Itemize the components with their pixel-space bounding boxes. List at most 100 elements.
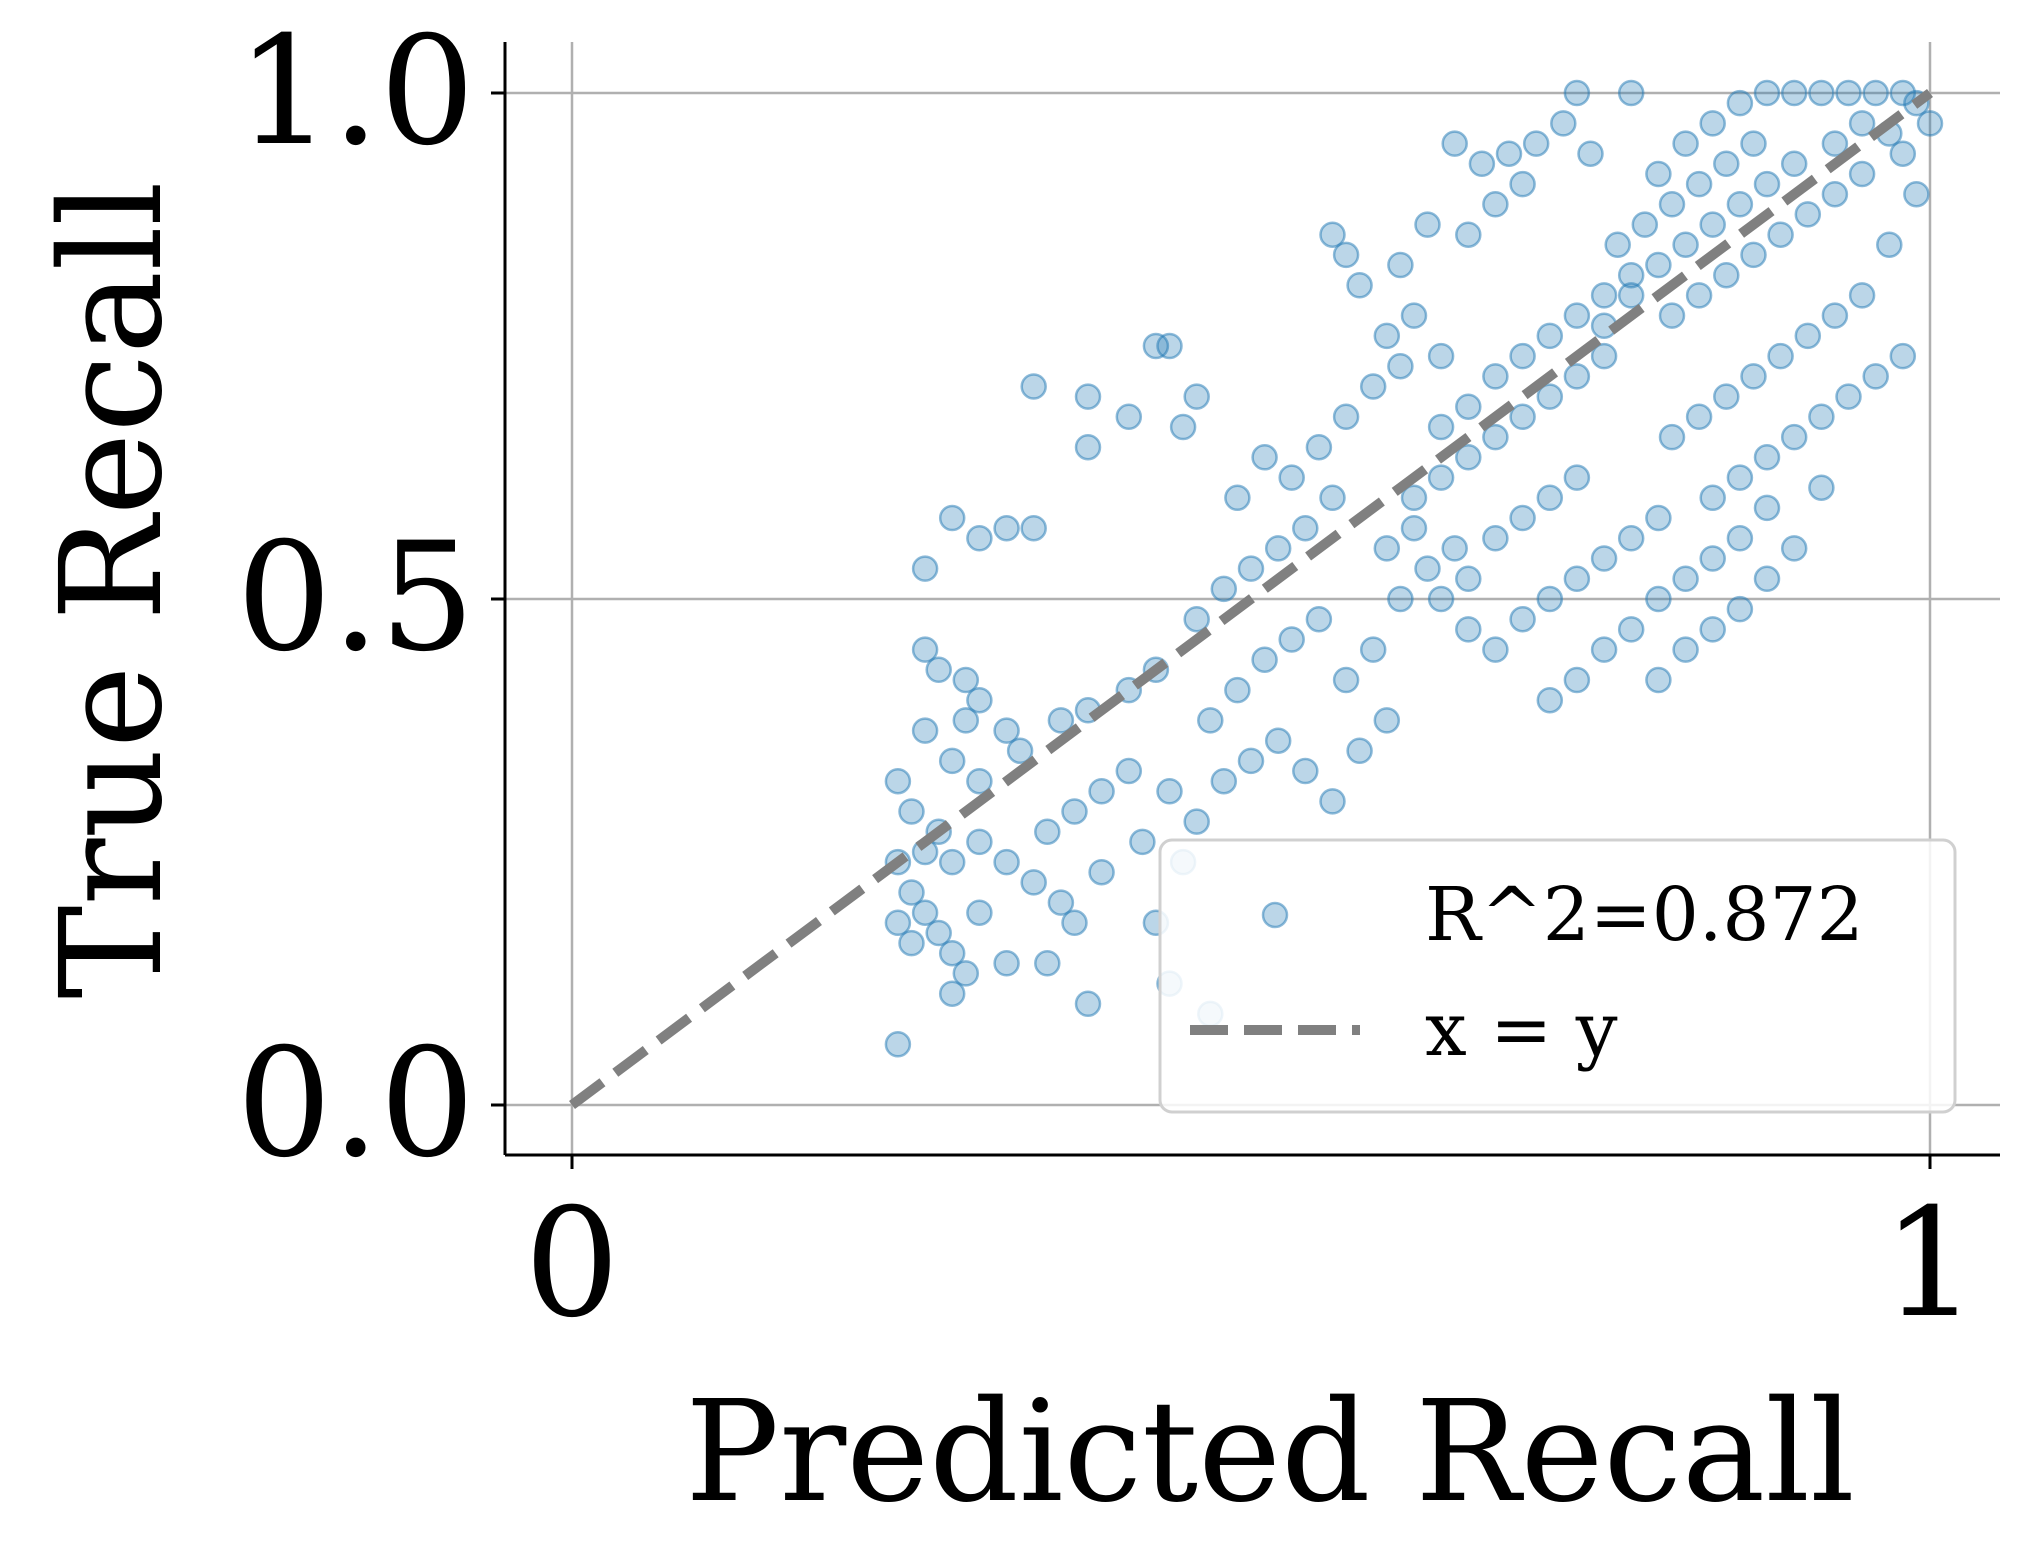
scatter-point	[1373, 322, 1401, 350]
scatter-point	[1889, 79, 1917, 107]
scatter-point	[1536, 484, 1564, 512]
scatter-point	[1142, 332, 1170, 360]
scatter-point	[1482, 191, 1509, 218]
scatter-point	[1482, 363, 1509, 390]
scatter-point	[1685, 403, 1713, 431]
scatter-point	[1074, 383, 1102, 410]
scatter-point	[1563, 565, 1591, 593]
scatter-point	[1074, 990, 1102, 1018]
scatter-point	[1835, 383, 1862, 410]
scatter-point	[1726, 464, 1754, 491]
scatter-point	[1645, 585, 1672, 613]
scatter-point	[1047, 889, 1075, 916]
scatter-point	[1699, 545, 1726, 572]
scatter-point	[1699, 211, 1726, 238]
scatter-point	[952, 960, 980, 987]
scatter-point	[1319, 484, 1346, 512]
scatter-point	[1740, 130, 1767, 157]
scatter-point	[1387, 352, 1414, 380]
scatter-point	[966, 686, 993, 714]
scatter-point	[1726, 89, 1754, 117]
scatter-point	[1482, 636, 1509, 663]
scatter-point	[1455, 565, 1482, 593]
scatter-point	[1495, 140, 1523, 167]
scatter-point	[1264, 727, 1292, 754]
x-tick-label-0: 0	[524, 1177, 619, 1351]
scatter-point	[1780, 423, 1808, 451]
scatter-point	[925, 656, 952, 684]
scatter-point	[1889, 140, 1917, 167]
scatter-point	[1020, 869, 1047, 896]
legend: R^2=0.872 x = y	[1158, 838, 1957, 1114]
scatter-point	[1794, 322, 1822, 350]
scatter-point	[1862, 363, 1889, 390]
scatter-point	[1509, 170, 1536, 198]
legend-label-line: x = y	[1425, 987, 1618, 1073]
scatter-point	[898, 929, 925, 957]
scatter-point	[1319, 788, 1346, 815]
scatter-point	[1156, 778, 1183, 805]
scatter-point	[1509, 342, 1536, 370]
scatter-point	[1536, 383, 1564, 410]
scatter-point	[1264, 535, 1292, 562]
scatter-point	[1699, 110, 1726, 137]
scatter-point	[1427, 413, 1455, 441]
scatter-point	[966, 767, 993, 795]
scatter-point	[1753, 494, 1781, 522]
scatter-point	[1088, 858, 1115, 886]
y-tick-label-1: 0.5	[236, 511, 475, 685]
scatter-point	[1210, 575, 1238, 603]
scatter-point	[1400, 514, 1428, 542]
scatter-point	[1753, 79, 1781, 107]
scatter-point	[1292, 757, 1319, 785]
reference-line-x-equals-y	[569, 88, 1933, 1110]
scatter-point	[1631, 211, 1659, 238]
scatter-point	[1224, 676, 1251, 704]
tick-labels: 0.0 0.5 1.0 0 1	[236, 5, 1977, 1351]
scatter-point	[1835, 79, 1862, 107]
scatter-point	[1169, 413, 1197, 441]
scatter-point	[1441, 130, 1468, 157]
y-axis-title: True Recall	[31, 181, 194, 999]
scatter-point	[1821, 180, 1849, 208]
scatter-point	[1455, 221, 1482, 248]
scatter-point	[1713, 150, 1740, 178]
scatter-point	[1536, 585, 1564, 613]
scatter-point	[938, 939, 966, 967]
legend-label-scatter: R^2=0.872	[1425, 872, 1864, 958]
scatter-point	[993, 514, 1020, 542]
scatter-point	[1522, 130, 1550, 157]
scatter-point	[1808, 474, 1835, 501]
scatter-point	[1332, 241, 1360, 269]
scatter-point	[898, 798, 925, 825]
scatter-point	[1251, 444, 1278, 471]
scatter-point	[1237, 747, 1265, 775]
scatter-point	[1061, 798, 1088, 825]
scatter-point	[911, 899, 939, 926]
scatter-point	[1645, 160, 1672, 188]
scatter-point	[938, 980, 966, 1007]
scatter-point	[1794, 201, 1822, 228]
scatter-point	[966, 828, 993, 856]
scatter-point	[1115, 757, 1143, 785]
x-axis-title: Predicted Recall	[685, 1371, 1855, 1534]
scatter-point	[1645, 251, 1672, 279]
scatter-point	[1726, 191, 1754, 218]
scatter-point	[1753, 170, 1781, 198]
scatter-point	[1332, 403, 1360, 431]
legend-scatter-marker	[1261, 901, 1289, 929]
scatter-point	[1251, 646, 1278, 673]
scatter-point	[925, 919, 952, 947]
scatter-point	[884, 1031, 912, 1058]
scatter-point	[1617, 525, 1645, 552]
scatter-point	[1156, 332, 1183, 360]
scatter-point	[1346, 272, 1373, 299]
scatter-point	[1387, 251, 1414, 279]
scatter-point	[1590, 636, 1618, 663]
scatter-point	[1590, 545, 1618, 572]
scatter-point	[1441, 535, 1468, 562]
scatter-point	[1767, 342, 1794, 370]
scatter-point	[1808, 403, 1835, 431]
scatter-point	[1536, 686, 1564, 714]
